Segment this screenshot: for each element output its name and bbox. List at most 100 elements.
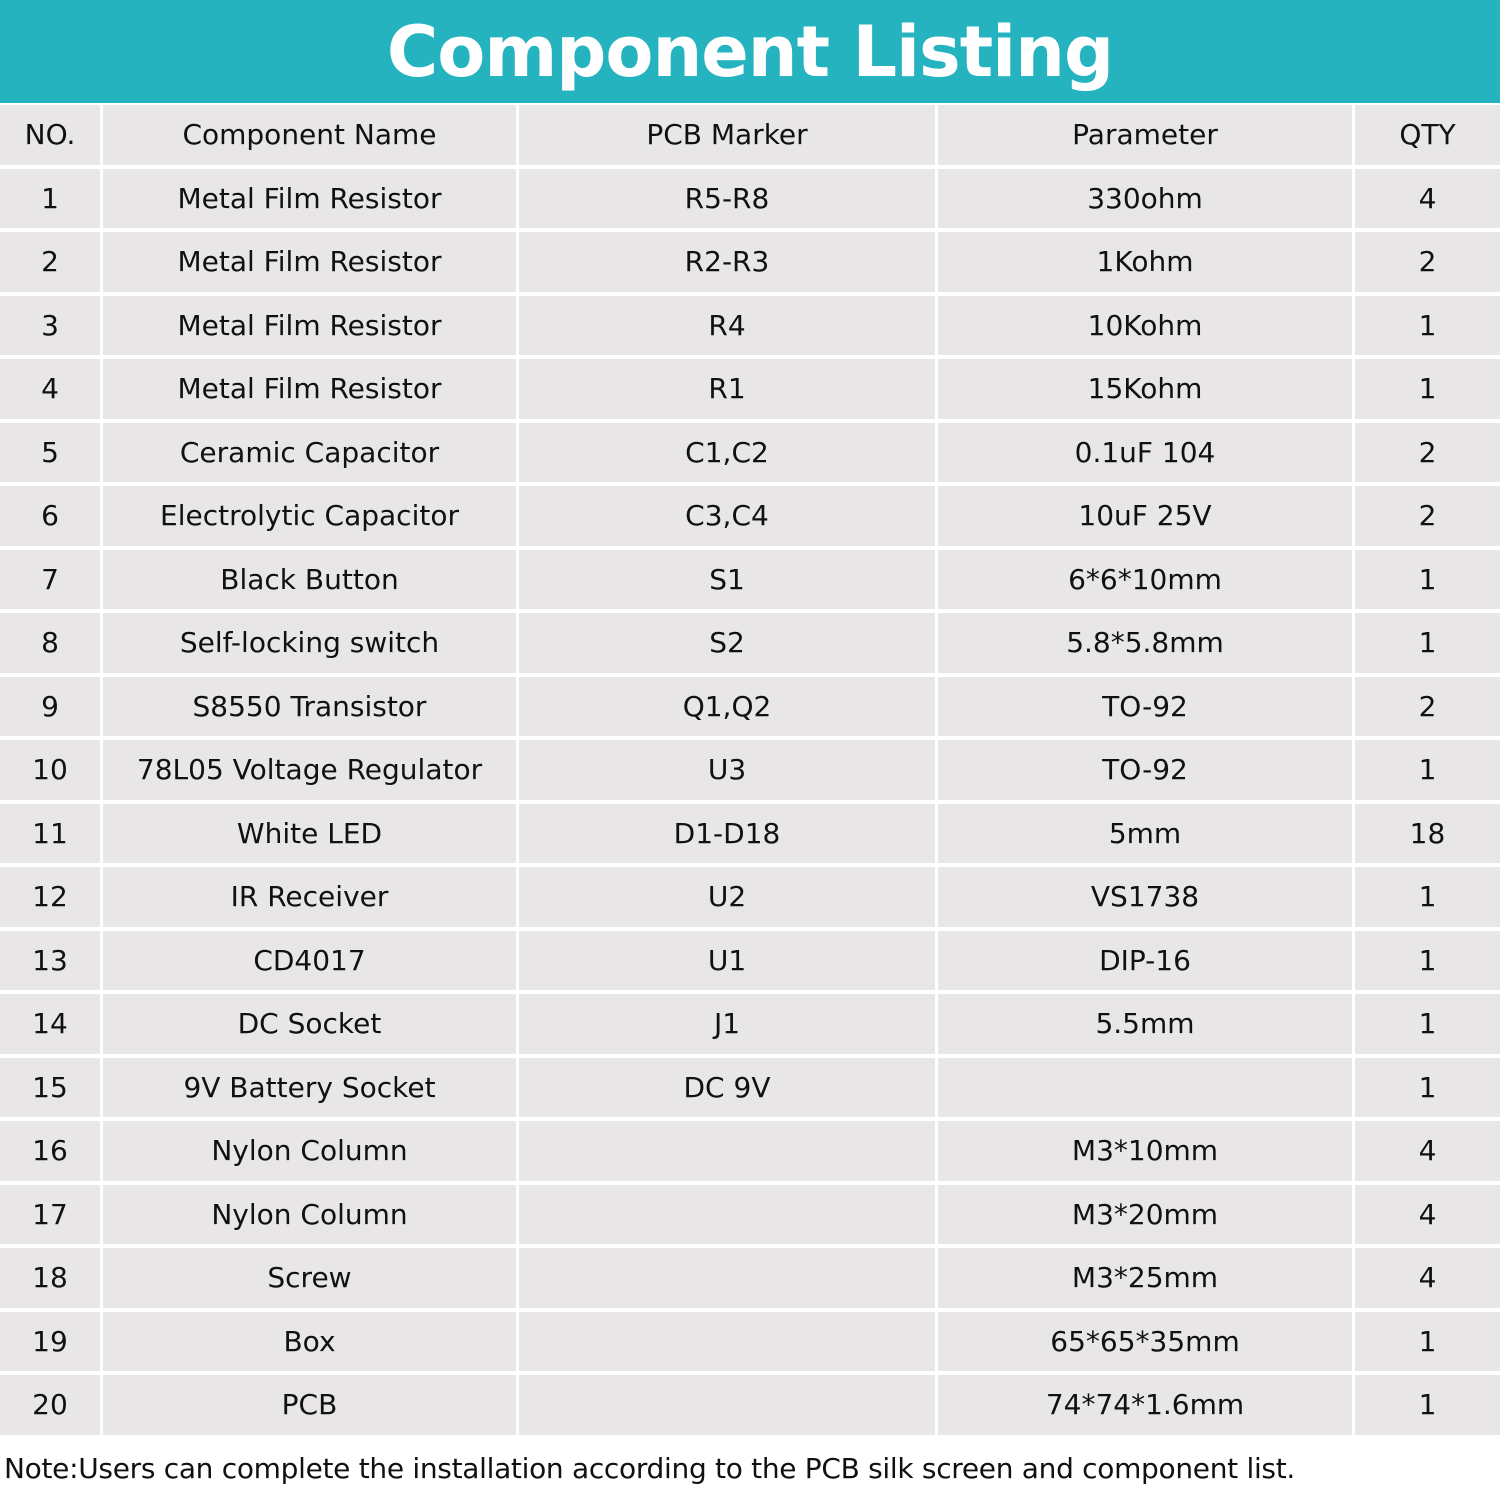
table-cell: 18 xyxy=(0,1248,100,1308)
table-cell: Metal Film Resistor xyxy=(103,168,516,228)
table-cell: 15Kohm xyxy=(938,359,1352,419)
table-cell: 1 xyxy=(1355,359,1500,419)
table-cell: 6*6*10mm xyxy=(938,549,1352,609)
table-cell xyxy=(938,1057,1352,1117)
component-table: NO. Component Name PCB Marker Parameter QTY 1… xyxy=(0,105,1500,1437)
table-cell: 1 xyxy=(1355,740,1500,800)
table-cell: 18 xyxy=(1355,803,1500,863)
table-cell: 12 xyxy=(0,867,100,927)
table-cell: 14 xyxy=(0,994,100,1054)
table-cell: 1 xyxy=(1355,1057,1500,1117)
table-cell: S1 xyxy=(519,549,935,609)
table-cell: U1 xyxy=(519,930,935,990)
table-cell xyxy=(519,1375,935,1435)
table-cell: 5 xyxy=(0,422,100,482)
table-cell: Screw xyxy=(103,1248,516,1308)
table-cell: R5-R8 xyxy=(519,168,935,228)
table-cell: Nylon Column xyxy=(103,1121,516,1181)
table-cell: 5mm xyxy=(938,803,1352,863)
column-header: Component Name xyxy=(103,105,516,165)
table-cell: 0.1uF 104 xyxy=(938,422,1352,482)
table-cell: R4 xyxy=(519,295,935,355)
table-cell: 10Kohm xyxy=(938,295,1352,355)
table-cell: 4 xyxy=(1355,168,1500,228)
table-cell xyxy=(519,1184,935,1244)
table-cell xyxy=(519,1248,935,1308)
table-cell: 1 xyxy=(1355,867,1500,927)
table-cell: 19 xyxy=(0,1311,100,1371)
table-cell: DC Socket xyxy=(103,994,516,1054)
table-cell: PCB xyxy=(103,1375,516,1435)
table-cell: D1-D18 xyxy=(519,803,935,863)
table-cell: 2 xyxy=(1355,232,1500,292)
table-cell: 6 xyxy=(0,486,100,546)
table-cell: Box xyxy=(103,1311,516,1371)
table-cell: R2-R3 xyxy=(519,232,935,292)
table-cell: White LED xyxy=(103,803,516,863)
table-cell: 1 xyxy=(1355,930,1500,990)
table-cell: J1 xyxy=(519,994,935,1054)
table-cell: Metal Film Resistor xyxy=(103,232,516,292)
column-header: NO. xyxy=(0,105,100,165)
table-cell: 10uF 25V xyxy=(938,486,1352,546)
table-cell: Electrolytic Capacitor xyxy=(103,486,516,546)
page-title: Component Listing xyxy=(0,0,1500,103)
table-cell: 9V Battery Socket xyxy=(103,1057,516,1117)
table-cell: 15 xyxy=(0,1057,100,1117)
table-cell: M3*20mm xyxy=(938,1184,1352,1244)
table-cell: 4 xyxy=(1355,1248,1500,1308)
table-cell: 1 xyxy=(1355,1311,1500,1371)
table-cell: U3 xyxy=(519,740,935,800)
table-cell: TO-92 xyxy=(938,676,1352,736)
table-cell: C1,C2 xyxy=(519,422,935,482)
table-cell: 2 xyxy=(1355,422,1500,482)
table-cell: 1 xyxy=(1355,295,1500,355)
table-cell: U2 xyxy=(519,867,935,927)
table-cell: R1 xyxy=(519,359,935,419)
table-cell: Black Button xyxy=(103,549,516,609)
table-cell: 10 xyxy=(0,740,100,800)
table-cell: 16 xyxy=(0,1121,100,1181)
table-cell: 4 xyxy=(1355,1121,1500,1181)
table-cell: C3,C4 xyxy=(519,486,935,546)
table-cell: 13 xyxy=(0,930,100,990)
table-cell: Self-locking switch xyxy=(103,613,516,673)
table-cell: 2 xyxy=(1355,676,1500,736)
table-cell: 20 xyxy=(0,1375,100,1435)
table-cell: 65*65*35mm xyxy=(938,1311,1352,1371)
table-cell: 4 xyxy=(0,359,100,419)
table-cell: Q1,Q2 xyxy=(519,676,935,736)
table-cell xyxy=(519,1311,935,1371)
table-cell: S8550 Transistor xyxy=(103,676,516,736)
table-cell: M3*10mm xyxy=(938,1121,1352,1181)
table-cell: CD4017 xyxy=(103,930,516,990)
table-cell: Nylon Column xyxy=(103,1184,516,1244)
table-cell: 3 xyxy=(0,295,100,355)
table-cell: IR Receiver xyxy=(103,867,516,927)
column-header: QTY xyxy=(1355,105,1500,165)
table-cell: Metal Film Resistor xyxy=(103,359,516,419)
table-cell: DC 9V xyxy=(519,1057,935,1117)
note: Note:Users can complete the installation… xyxy=(4,1451,1295,1485)
table-cell: 1 xyxy=(1355,994,1500,1054)
table-cell: M3*25mm xyxy=(938,1248,1352,1308)
table-cell: 1 xyxy=(1355,1375,1500,1435)
table-cell: 1 xyxy=(0,168,100,228)
table-cell: 78L05 Voltage Regulator xyxy=(103,740,516,800)
column-header: Parameter xyxy=(938,105,1352,165)
table-cell: 9 xyxy=(0,676,100,736)
table-cell: 330ohm xyxy=(938,168,1352,228)
table-cell: 5.5mm xyxy=(938,994,1352,1054)
table-cell: 8 xyxy=(0,613,100,673)
table-cell: 1Kohm xyxy=(938,232,1352,292)
column-header: PCB Marker xyxy=(519,105,935,165)
table-cell: VS1738 xyxy=(938,867,1352,927)
table-cell: Metal Film Resistor xyxy=(103,295,516,355)
table-cell: 1 xyxy=(1355,549,1500,609)
table-cell: 11 xyxy=(0,803,100,863)
table-cell: 74*74*1.6mm xyxy=(938,1375,1352,1435)
table-cell: 2 xyxy=(1355,486,1500,546)
table-cell: Ceramic Capacitor xyxy=(103,422,516,482)
table-cell: 4 xyxy=(1355,1184,1500,1244)
